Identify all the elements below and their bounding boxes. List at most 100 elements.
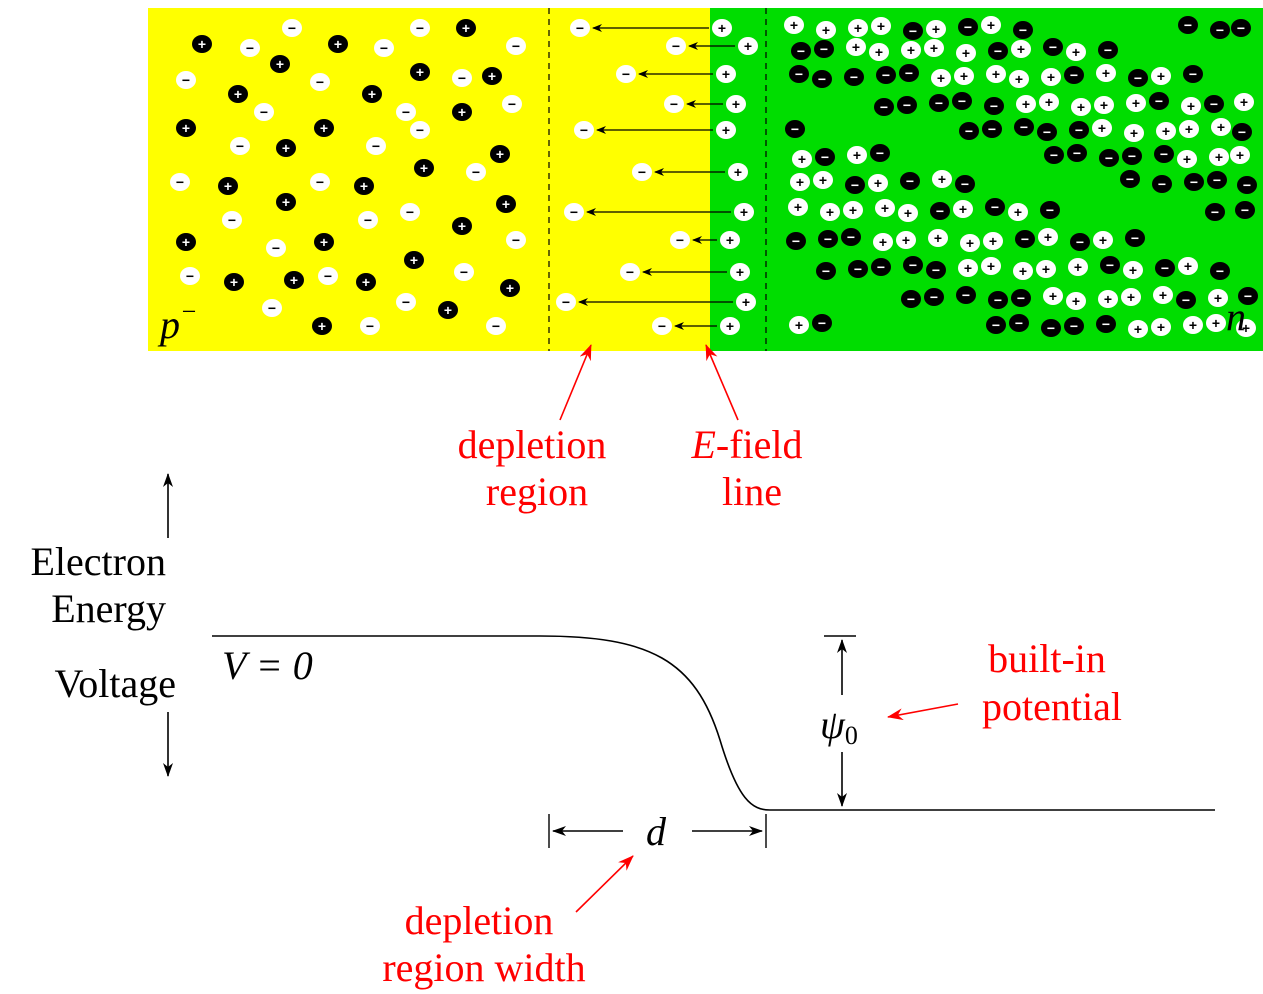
svg-text:−: − [907,291,915,307]
donor-ion: + [1043,287,1063,305]
electron-carrier: − [812,70,832,88]
svg-text:+: + [875,44,883,60]
donor-ion: + [846,38,866,56]
electron-carrier: − [1232,123,1252,141]
svg-text:+: + [742,294,750,310]
svg-text:−: − [1158,176,1166,192]
svg-text:−: − [492,318,500,334]
svg-text:−: − [990,98,998,114]
svg-text:−: − [988,121,996,137]
donor-ion: + [896,231,916,249]
donor-ion: + [1098,290,1118,308]
svg-text:−: − [176,174,184,190]
svg-text:−: − [1104,42,1112,58]
hole-carrier: + [228,85,248,103]
electron-carrier: − [815,148,835,166]
svg-text:−: − [958,93,966,109]
svg-text:+: + [992,66,1000,82]
svg-text:+: + [907,42,915,58]
svg-text:+: + [362,274,370,290]
svg-text:+: + [1130,125,1138,141]
svg-text:+: + [334,36,342,52]
svg-text:−: − [672,38,680,54]
svg-text:+: + [506,280,514,296]
acceptor-ion: − [282,19,302,37]
electron-carrier: − [1044,146,1064,164]
svg-text:−: − [964,19,972,35]
svg-text:+: + [1185,121,1193,137]
electron-carrier: − [956,286,976,304]
electron-carrier: − [1178,16,1198,34]
electron-carrier: − [1184,173,1204,191]
electron-carrier: − [986,316,1006,334]
donor-ion: + [1039,93,1059,111]
electron-carrier: − [1210,262,1230,280]
acceptor-ion: − [358,211,378,229]
donor-ion: + [1234,93,1254,111]
donor-ion: + [720,231,740,249]
donor-ion: + [931,69,951,87]
svg-text:+: + [1015,71,1023,87]
svg-text:−: − [1211,204,1219,220]
built-in-potential-label: built-in potential [982,636,1122,729]
electron-carrier: − [1043,38,1063,56]
acceptor-ion: − [310,173,330,191]
svg-text:−: − [676,232,684,248]
electron-carrier: − [1183,65,1203,83]
svg-text:−: − [962,287,970,303]
electron-carrier: − [871,258,891,276]
acceptor-ion: − [230,137,250,155]
svg-text:+: + [318,318,326,334]
svg-text:−: − [991,199,999,215]
svg-text:+: + [794,199,802,215]
electron-carrier: − [791,42,811,60]
electron-carrier: − [1176,291,1196,309]
svg-text:−: − [936,203,944,219]
electron-carrier: − [1231,19,1251,37]
svg-text:+: + [962,45,970,61]
donor-ion: + [986,65,1006,83]
depletion-width-arrow [575,855,634,913]
svg-text:−: − [795,66,803,82]
acceptor-ion: − [506,231,526,249]
svg-text:−: − [851,177,859,193]
svg-text:+: + [416,64,424,80]
svg-text:+: + [1132,95,1140,111]
acceptor-ion: − [506,37,526,55]
svg-text:+: + [1099,232,1107,248]
svg-text:−: − [935,95,943,111]
svg-text:−: − [472,164,480,180]
acceptor-ion: − [374,39,394,57]
svg-text:+: + [734,164,742,180]
electron-carrier: − [814,40,834,58]
svg-text:−: − [880,99,888,115]
donor-ion: + [789,316,809,334]
electron-carrier: − [903,22,923,40]
electron-carrier: − [1009,314,1029,332]
acceptor-ion: − [222,211,242,229]
acceptor-ion: − [240,39,260,57]
donor-ion: + [816,21,836,39]
hole-carrier: + [456,19,476,37]
svg-text:+: + [462,20,470,36]
svg-text:+: + [282,194,290,210]
svg-text:+: + [1127,289,1135,305]
svg-text:+: + [726,232,734,248]
donor-ion: + [924,39,944,57]
svg-text:+: + [1134,321,1142,337]
svg-text:+: + [938,171,946,187]
donor-ion: + [1177,150,1197,168]
electron-carrier: − [1041,319,1061,337]
hole-carrier: + [176,233,196,251]
acceptor-ion: − [486,317,506,335]
svg-text:−: − [1155,93,1163,109]
electron-carrier: − [1015,230,1035,248]
svg-text:−: − [877,259,885,275]
svg-text:+: + [1100,97,1108,113]
svg-text:+: + [1104,291,1112,307]
hole-carrier: + [362,85,382,103]
svg-text:−: − [876,145,884,161]
donor-ion: + [1036,260,1056,278]
acceptor-ion: − [652,317,672,335]
acceptor-ion: − [180,267,200,285]
